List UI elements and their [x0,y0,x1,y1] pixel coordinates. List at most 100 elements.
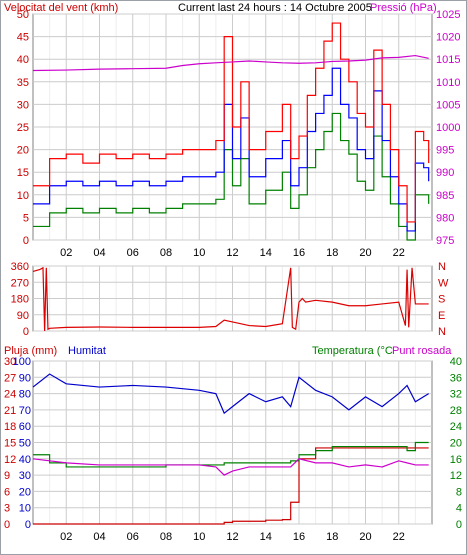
x-tick-label-top: 18 [326,247,338,259]
temperature-tick-label: 24 [450,421,462,433]
humidity-tick-label: 90 [19,372,31,384]
x-tick-label-top: 16 [293,247,305,259]
rain-tick-label: 9 [4,470,10,482]
temperature-axis-label: Temperatura (°C [312,345,393,357]
x-tick-label-bottom: 08 [160,531,172,543]
temperature-tick-label: 40 [450,356,462,368]
rain-line [33,447,429,525]
wind-tick-label: 20 [17,145,29,157]
wind-tick-label: 15 [17,167,29,179]
wind-tick-label: 50 [17,9,29,21]
dewpoint-axis-label: Punt rosada [392,345,452,357]
x-tick-label-bottom: 02 [60,531,72,543]
temperature-line [33,441,429,468]
pressure-tick-label: 980 [436,212,454,224]
humidity-tick-label: 70 [19,405,31,417]
pressure-axis-label: Pressió (hPa) [370,2,437,14]
compass-tick-label: E [438,310,445,322]
rain-tick-label: 6 [4,486,10,498]
direction-tick-label: 270 [11,277,29,289]
humidity-tick-label: 60 [19,421,31,433]
pressure-tick-label: 990 [436,167,454,179]
wind-gust-line [33,22,430,223]
wind-tick-label: 45 [17,32,29,44]
x-tick-label-bottom: 04 [93,531,105,543]
humidity-tick-label: 40 [19,454,31,466]
x-tick-label-top: 12 [226,247,238,259]
x-tick-label-top: 08 [160,247,172,259]
direction-line [32,266,429,332]
temperature-tick-label: 8 [456,486,462,498]
humidity-axis-label: Humitat [68,345,106,357]
temperature-tick-label: 28 [450,405,462,417]
x-tick-label-bottom: 22 [393,531,405,543]
humidity-line [32,373,429,415]
direction-tick-label: 0 [23,326,29,338]
temperature-tick-label: 0 [456,519,462,531]
humidity-tick-label: 80 [19,389,31,401]
x-tick-label-bottom: 06 [127,531,139,543]
temperature-tick-label: 20 [450,438,462,450]
chart-title: Current last 24 hours : 14 Octubre 2005 [178,2,372,14]
humidity-tick-label: 0 [25,519,31,531]
compass-tick-label: S [438,294,445,306]
compass-tick-label: N [438,326,446,338]
pressure-tick-label: 1000 [436,122,460,134]
x-tick-label-bottom: 16 [293,531,305,543]
x-tick-label-top: 20 [359,247,371,259]
dewpoint-line [32,458,429,476]
temperature-tick-label: 36 [450,372,462,384]
humidity-tick-label: 30 [19,470,31,482]
rain-axis-label: Pluja (mm) [4,345,57,357]
humidity-tick-label: 50 [19,438,31,450]
wind-avg-line [33,67,430,232]
pressure-line [32,54,429,72]
rain-tick-label: 12 [4,454,16,466]
pressure-tick-label: 1005 [436,99,460,111]
rain-tick-label: 21 [4,405,16,417]
x-tick-label-top: 06 [127,247,139,259]
pressure-tick-label: 1015 [436,54,460,66]
humidity-tick-label: 20 [19,486,31,498]
wind-tick-label: 30 [17,99,29,111]
wind-axis-label: Velocitat del vent (kmh) [4,2,118,14]
x-tick-label-top: 02 [60,247,72,259]
rain-tick-label: 30 [4,356,16,368]
wind-tick-label: 40 [17,54,29,66]
pressure-tick-label: 975 [436,235,454,247]
wind-tick-label: 35 [17,77,29,89]
x-tick-label-bottom: 12 [226,531,238,543]
x-tick-label-top: 10 [193,247,205,259]
compass-tick-label: N [438,261,446,273]
direction-tick-label: 360 [11,261,29,273]
x-tick-label-bottom: 20 [359,531,371,543]
wind-tick-label: 10 [17,190,29,202]
wind-tick-label: 5 [23,212,29,224]
pressure-tick-label: 985 [436,190,454,202]
compass-tick-label: W [438,277,449,289]
direction-tick-label: 90 [17,310,29,322]
x-tick-label-top: 22 [393,247,405,259]
direction-tick-label: 180 [11,294,29,306]
rain-tick-label: 3 [4,503,10,515]
rain-tick-label: 27 [4,372,16,384]
x-tick-label-bottom: 18 [326,531,338,543]
rain-tick-label: 18 [4,421,16,433]
pressure-tick-label: 1010 [436,77,460,89]
x-tick-label-bottom: 14 [260,531,272,543]
temperature-tick-label: 16 [450,454,462,466]
rain-tick-label: 24 [4,389,16,401]
x-tick-label-top: 04 [93,247,105,259]
temperature-tick-label: 12 [450,470,462,482]
rain-tick-label: 0 [4,519,10,531]
pressure-tick-label: 1020 [436,32,460,44]
wind-tick-label: 25 [17,122,29,134]
temperature-tick-label: 32 [450,389,462,401]
rain-tick-label: 15 [4,438,16,450]
humidity-tick-label: 10 [19,503,31,515]
wind-tick-label: 0 [23,235,29,247]
pressure-tick-label: 1025 [436,9,460,21]
x-tick-label-bottom: 10 [193,531,205,543]
x-tick-label-top: 14 [260,247,272,259]
